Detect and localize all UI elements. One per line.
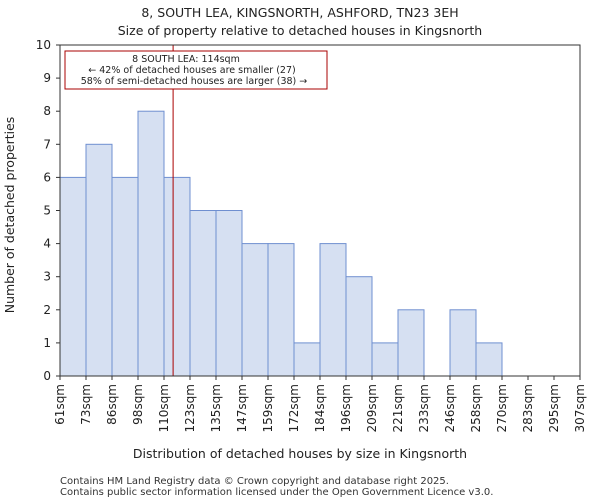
x-tick-label: 110sqm xyxy=(157,384,171,432)
x-tick-label: 123sqm xyxy=(183,384,197,432)
bar-172sqm xyxy=(293,342,321,377)
y-axis: 0 1 2 3 4 5 6 7 8 9 10 xyxy=(36,38,60,383)
x-tick-label: 307sqm xyxy=(573,384,587,432)
x-tick-label: 283sqm xyxy=(521,384,535,432)
x-tick-label: 135sqm xyxy=(209,384,223,432)
chart-subtitle: Size of property relative to detached ho… xyxy=(118,23,482,38)
bar-159sqm xyxy=(267,243,295,377)
annotation-line-2: ← 42% of detached houses are smaller (27… xyxy=(88,65,295,76)
annotation-frame xyxy=(64,50,328,90)
x-tick-label: 233sqm xyxy=(417,384,431,432)
bar-73sqm xyxy=(85,143,113,377)
bar-123sqm xyxy=(189,210,217,377)
y-tick-label: 0 xyxy=(43,369,51,383)
y-tick-label: 4 xyxy=(43,237,51,251)
y-tick-label: 10 xyxy=(36,38,51,52)
x-tick-label: 172sqm xyxy=(287,384,301,432)
y-tick-label: 8 xyxy=(43,104,51,118)
x-tick-label: 196sqm xyxy=(339,384,353,432)
x-tick-label: 246sqm xyxy=(443,384,457,432)
bar-221sqm xyxy=(397,309,425,377)
footer-line-2: Contains public sector information licen… xyxy=(60,487,493,498)
footer-line-1: Contains HM Land Registry data © Crown c… xyxy=(60,476,449,487)
annotation-line-3: 58% of semi-detached houses are larger (… xyxy=(81,76,308,87)
bar-147sqm xyxy=(241,243,269,377)
x-tick-label: 184sqm xyxy=(313,384,327,432)
y-axis-label: Number of detached properties xyxy=(2,117,17,314)
bar-98sqm xyxy=(137,110,165,377)
y-tick-label: 5 xyxy=(43,204,51,218)
chart-title: 8, SOUTH LEA, KINGSNORTH, ASHFORD, TN23 … xyxy=(141,5,458,20)
bar-196sqm xyxy=(345,276,373,377)
bar-135sqm xyxy=(215,210,243,377)
y-tick-label: 1 xyxy=(43,336,51,350)
x-tick-label: 147sqm xyxy=(235,384,249,432)
y-tick-label: 3 xyxy=(43,270,51,284)
x-tick-label: 221sqm xyxy=(391,384,405,432)
bar-246sqm xyxy=(449,309,477,377)
x-axis: 61sqm 73sqm 86sqm 98sqm 110sqm 123sqm 135sqm 14… xyxy=(53,376,587,432)
x-tick-label: 73sqm xyxy=(79,384,93,425)
x-tick-label: 86sqm xyxy=(105,384,119,425)
x-tick-label: 61sqm xyxy=(53,384,67,425)
annotation-line-1: 8 SOUTH LEA: 114sqm xyxy=(132,54,240,65)
bars-group xyxy=(59,110,503,377)
bar-110sqm xyxy=(163,176,191,377)
y-tick-label: 2 xyxy=(43,303,51,317)
bar-61sqm xyxy=(59,176,87,377)
x-tick-label: 295sqm xyxy=(547,384,561,432)
x-tick-label: 258sqm xyxy=(469,384,483,432)
x-tick-label: 209sqm xyxy=(365,384,379,432)
bar-184sqm xyxy=(319,243,347,377)
bar-86sqm xyxy=(111,176,139,377)
bar-209sqm xyxy=(371,342,399,377)
x-tick-label: 159sqm xyxy=(261,384,275,432)
y-tick-label: 7 xyxy=(43,137,51,151)
x-tick-label: 270sqm xyxy=(495,384,509,432)
y-tick-label: 6 xyxy=(43,170,51,184)
bar-258sqm xyxy=(475,342,503,377)
x-axis-label: Distribution of detached houses by size … xyxy=(133,446,467,461)
y-tick-label: 9 xyxy=(43,71,51,85)
annotation-box: 8 SOUTH LEA: 114sqm ← 42% of detached ho… xyxy=(64,50,328,90)
x-tick-label: 98sqm xyxy=(131,384,145,425)
